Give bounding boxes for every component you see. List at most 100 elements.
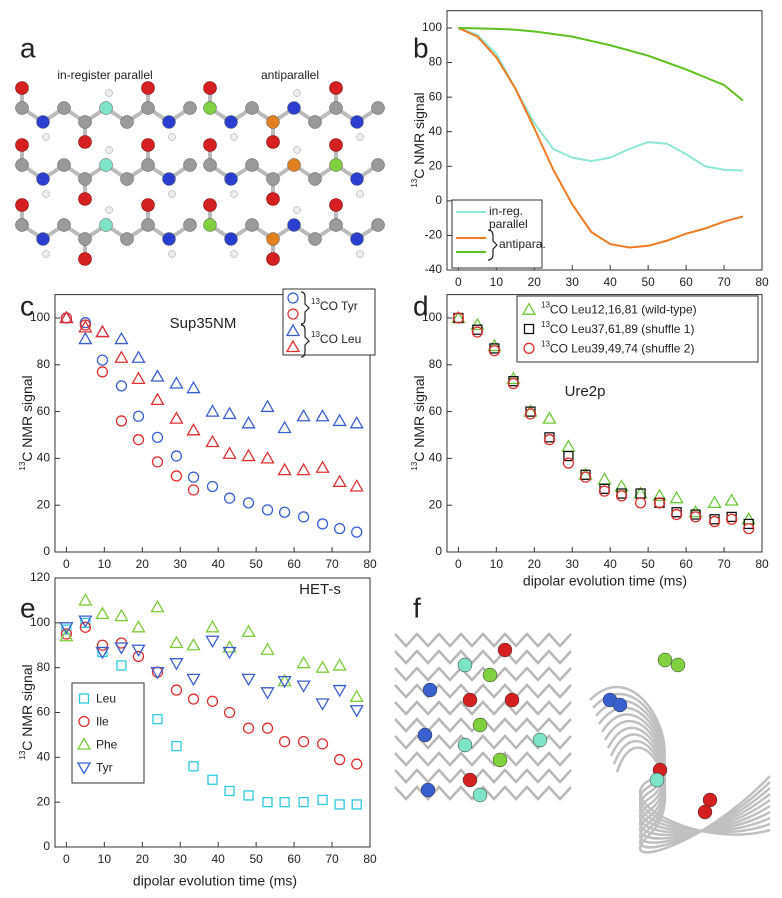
marker xyxy=(316,738,329,750)
sphere-atom xyxy=(504,692,520,708)
strand xyxy=(394,683,572,699)
y-tick-label: 20 xyxy=(429,158,443,172)
oxygen-atom xyxy=(329,198,343,212)
marker xyxy=(598,485,611,497)
x-axis-label: dipolar evolution time (ms) xyxy=(523,573,687,589)
atom xyxy=(183,101,197,115)
marker xyxy=(296,462,311,476)
plot-frame xyxy=(54,294,371,553)
marker xyxy=(349,479,364,492)
oxygen-atom xyxy=(203,138,217,152)
hydrogen-atom xyxy=(42,250,50,258)
hydrogen-atom xyxy=(168,250,176,258)
oxygen-atom xyxy=(141,198,155,212)
marker xyxy=(278,735,291,748)
x-tick-label: 0 xyxy=(455,557,462,571)
legend-label-box: in-reg. parallel xyxy=(489,205,528,231)
atom xyxy=(371,101,385,115)
hydrogen-atom xyxy=(105,89,113,97)
marker xyxy=(488,345,501,357)
marker xyxy=(222,640,237,653)
marker xyxy=(743,522,755,535)
strand xyxy=(394,700,572,716)
atom xyxy=(350,172,364,186)
y-tick-label: 20 xyxy=(37,497,51,511)
legend-marker xyxy=(285,339,301,353)
marker xyxy=(95,646,110,660)
y-tick-label: 40 xyxy=(37,451,51,465)
oxygen-atom xyxy=(141,81,155,95)
marker xyxy=(524,408,537,420)
marker xyxy=(297,511,310,523)
y-tick-label: 60 xyxy=(429,89,443,103)
marker xyxy=(669,490,684,504)
panel-a-title: in-register parallel xyxy=(57,68,152,82)
atom xyxy=(57,218,71,232)
marker xyxy=(296,655,311,669)
atom xyxy=(224,115,238,129)
marker xyxy=(351,526,363,538)
sphere-atom xyxy=(657,652,673,668)
y-tick-label: 40 xyxy=(37,750,51,764)
marker xyxy=(487,338,502,352)
legend-box xyxy=(282,288,376,356)
marker xyxy=(187,471,200,483)
chart-title: HET-s xyxy=(299,581,341,598)
marker xyxy=(262,797,273,808)
y-axis-label: 13C NMR signal xyxy=(410,92,427,187)
marker xyxy=(131,644,146,658)
marker xyxy=(615,490,628,502)
x-tick-label: 20 xyxy=(528,557,542,571)
marker xyxy=(315,660,330,673)
marker xyxy=(260,399,275,413)
sphere-atom xyxy=(457,737,473,753)
marker xyxy=(222,406,237,420)
marker xyxy=(315,460,330,473)
marker xyxy=(95,324,110,338)
marker xyxy=(151,431,164,443)
marker xyxy=(59,310,74,324)
marker xyxy=(150,369,165,382)
marker xyxy=(132,650,145,663)
atom xyxy=(245,218,259,232)
legend-marker xyxy=(523,323,535,335)
marker xyxy=(187,693,200,705)
line xyxy=(458,27,744,172)
marker xyxy=(260,451,275,464)
atom xyxy=(15,101,29,115)
panel-letter: d xyxy=(413,290,429,321)
marker xyxy=(332,684,347,698)
y-tick-label: 0 xyxy=(43,544,50,558)
y-tick-label: 20 xyxy=(429,497,443,511)
y-tick-label: 80 xyxy=(37,660,51,674)
marker xyxy=(243,790,254,801)
marker xyxy=(316,518,329,530)
oxygen-atom xyxy=(329,138,343,152)
strand xyxy=(394,768,572,784)
panel-letter: c xyxy=(20,290,34,321)
marker xyxy=(222,646,237,660)
x-tick-label: 50 xyxy=(641,275,655,289)
marker xyxy=(332,413,347,427)
atom xyxy=(224,232,238,246)
marker xyxy=(471,326,484,338)
marker xyxy=(242,497,255,509)
marker xyxy=(186,380,201,394)
marker xyxy=(332,474,347,487)
marker xyxy=(452,312,465,324)
marker xyxy=(187,484,200,496)
atom xyxy=(141,101,155,115)
sphere-atom xyxy=(457,657,473,673)
legend-marker xyxy=(287,308,299,320)
x-tick-label: 20 xyxy=(136,852,150,866)
marker xyxy=(277,675,292,689)
sphere-atom xyxy=(420,782,436,798)
atom xyxy=(266,172,280,186)
x-tick-label: 10 xyxy=(98,557,112,571)
hydrogen-atom xyxy=(293,146,301,154)
x-tick-label: 40 xyxy=(212,852,226,866)
sphere-atom xyxy=(472,787,488,803)
x-tick-label: 50 xyxy=(641,557,655,571)
x-tick-label: 20 xyxy=(136,557,150,571)
